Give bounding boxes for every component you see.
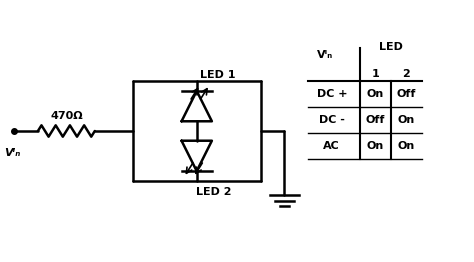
Text: 2: 2 [402, 69, 410, 79]
Text: DC -: DC - [319, 115, 345, 125]
Text: Off: Off [366, 115, 385, 125]
Text: LED 1: LED 1 [201, 70, 236, 80]
Text: DC +: DC + [317, 89, 347, 99]
Text: On: On [398, 115, 415, 125]
Text: Off: Off [397, 89, 416, 99]
Text: 470Ω: 470Ω [50, 111, 82, 121]
Text: AC: AC [323, 141, 340, 151]
Text: LED: LED [379, 42, 403, 52]
Text: Vᴵₙ: Vᴵₙ [4, 148, 20, 157]
Text: 1: 1 [372, 69, 379, 79]
Text: LED 2: LED 2 [196, 187, 231, 197]
Text: On: On [367, 89, 384, 99]
Text: On: On [367, 141, 384, 151]
Text: On: On [398, 141, 415, 151]
Text: Vᴵₙ: Vᴵₙ [317, 50, 333, 60]
